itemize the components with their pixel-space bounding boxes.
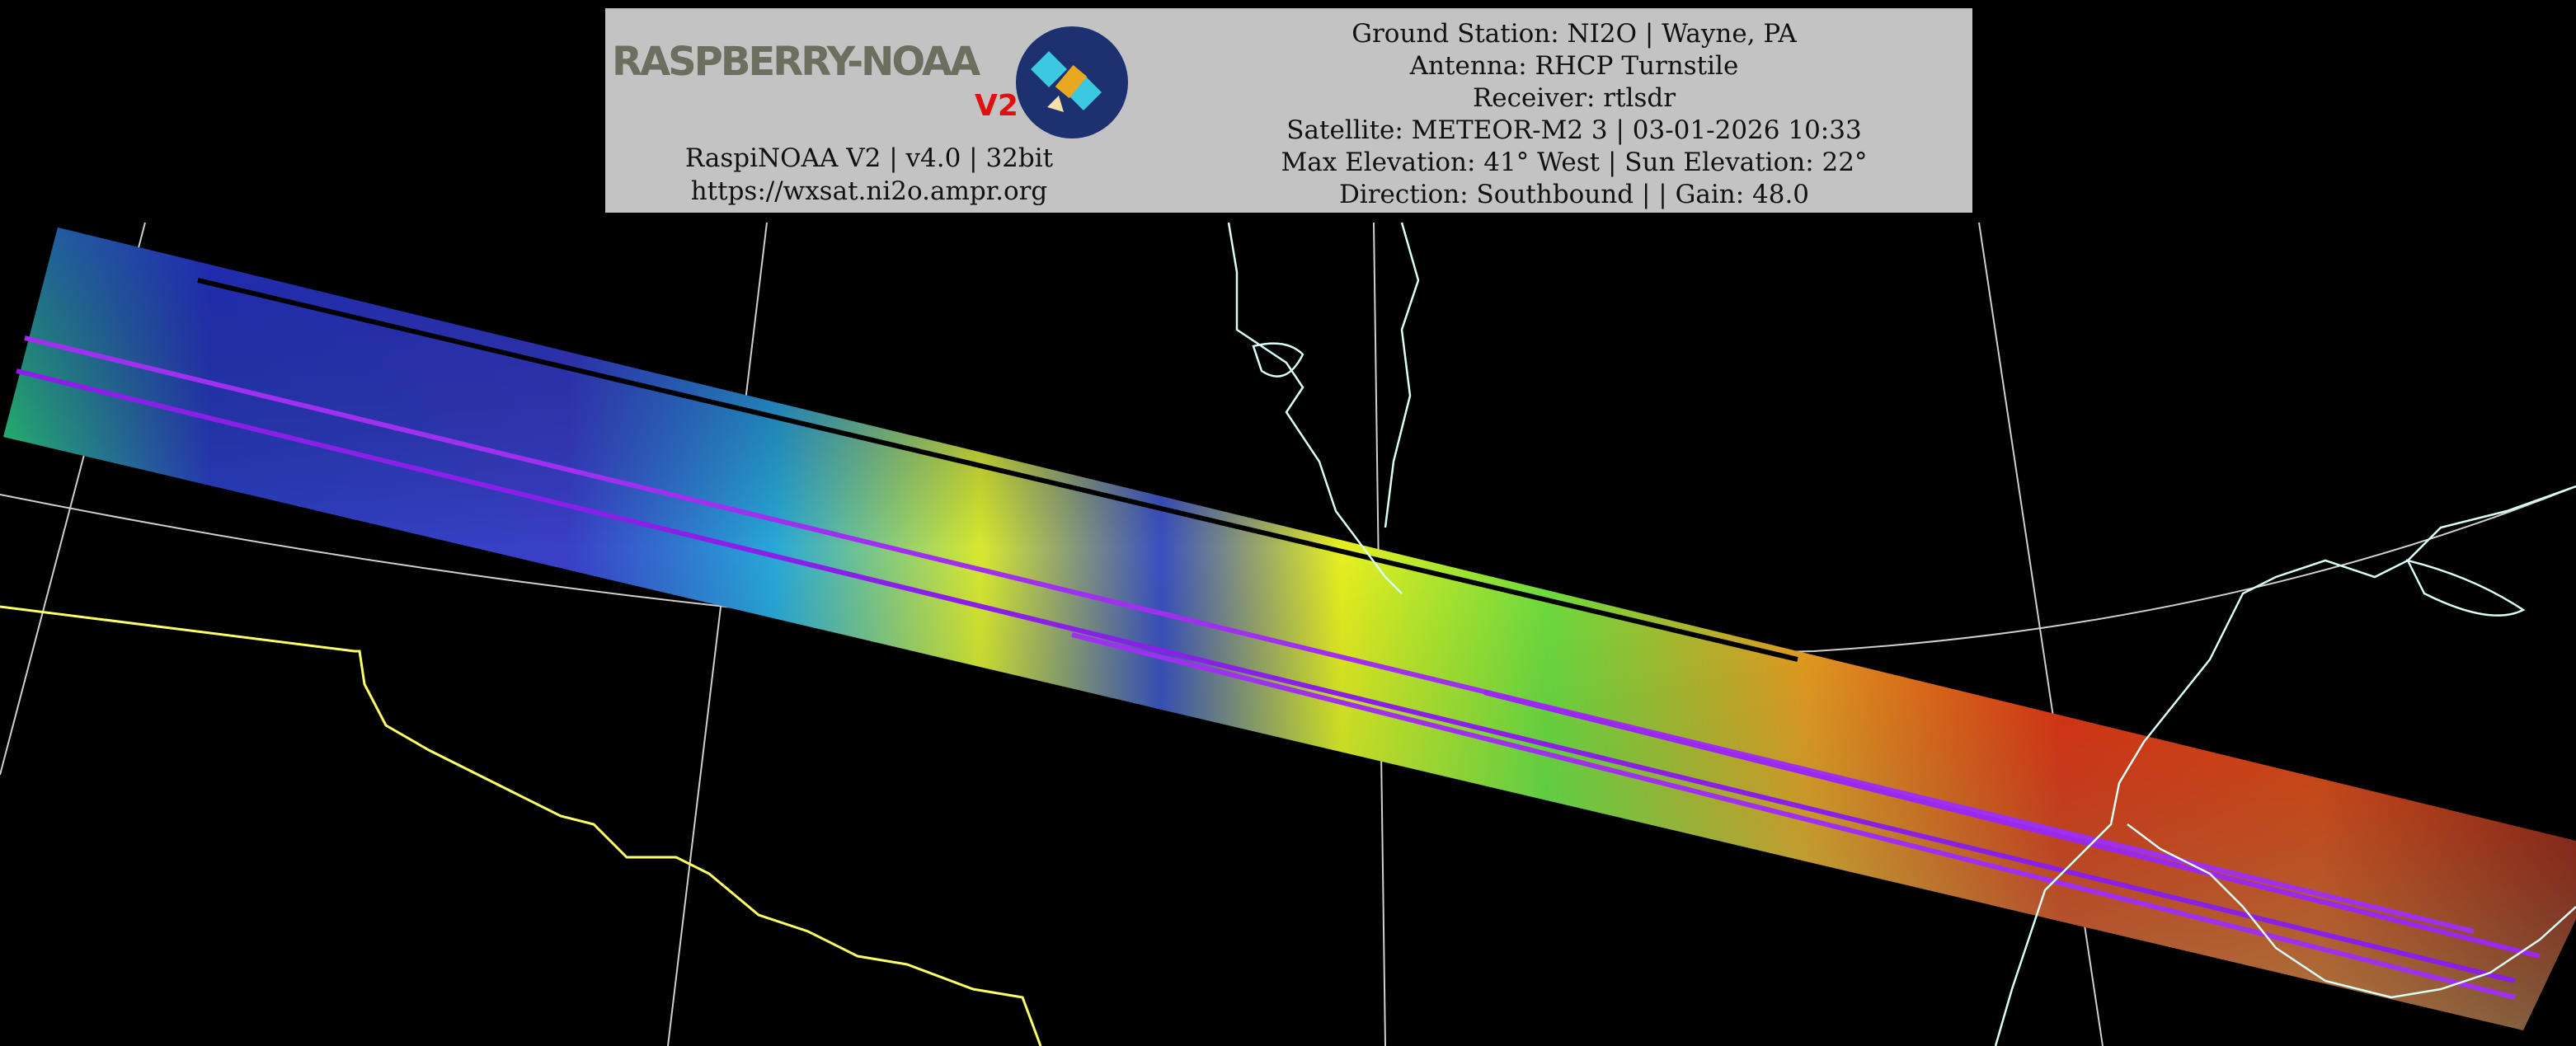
raspberry-noaa-logo: RASPBERRY-NOAA V2 [612,23,1140,138]
app-info-block: RaspiNOAA V2 | v4.0 | 32bit https://wxsa… [622,142,1116,208]
noise-line [16,368,2516,983]
noise-line [197,278,1798,662]
satellite: Satellite: METEOR-M2 3 | 03-01-2026 10:3… [1286,115,1862,145]
noise-line [24,335,2475,934]
noise-line [1483,690,2541,959]
border-line [0,605,1042,1046]
elevation: Max Elevation: 41° West | Sun Elevation:… [1281,148,1868,177]
meridian-line [667,222,768,1046]
coastline [2405,559,2526,617]
noise-line [1071,632,2516,1000]
pass-details: Ground Station: NI2O | Wayne, PA Antenna… [1182,18,1966,211]
coastline [2127,823,2576,999]
antenna: Antenna: RHCP Turnstile [1409,51,1739,81]
satellite-swath [3,227,2576,1030]
app-info: RaspiNOAA V2 | v4.0 | 32bit [684,143,1054,173]
pass-info-header: RASPBERRY-NOAA V2 RaspiNOAA V2 | v4.0 | … [605,8,1972,213]
website-link[interactable]: https://wxsat.ni2o.ampr.org [690,176,1048,206]
direction-gain: Direction: Southbound | | Gain: 48.0 [1338,180,1810,209]
coastline [1252,342,1304,378]
swath-noise-lines [16,278,2541,1000]
satellite-icon [1016,26,1128,138]
logo-version: V2 [975,89,1018,123]
receiver: Receiver: rtlsdr [1472,83,1676,113]
coastline [1384,222,1420,528]
logo-wordmark: RASPBERRY-NOAA [612,39,980,85]
coastlines [1227,222,2576,1046]
swath-shading [3,227,2576,1030]
coastline [1227,222,1403,594]
ground-station: Ground Station: NI2O | Wayne, PA [1351,19,1797,49]
